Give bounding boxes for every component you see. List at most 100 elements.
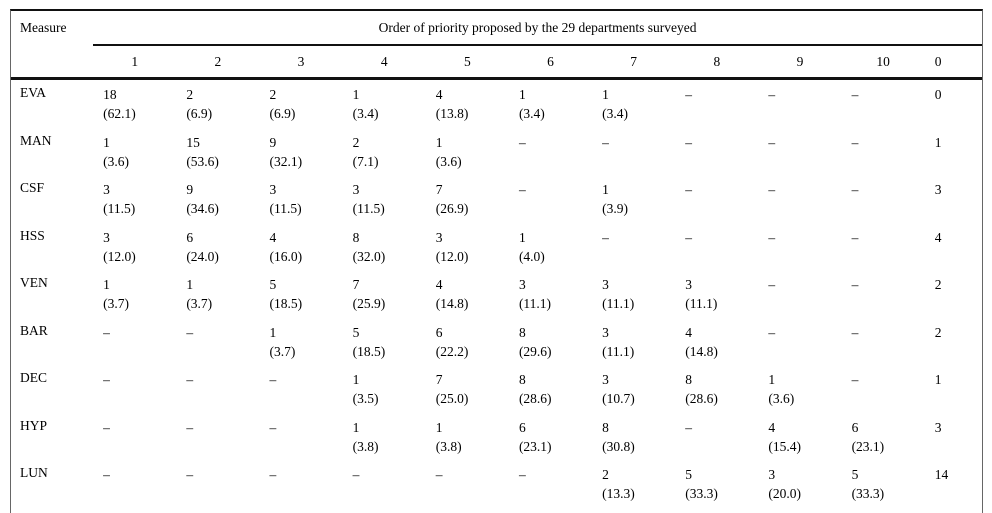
cell-percent bbox=[935, 152, 982, 171]
table-cell: 8 (30.8) bbox=[592, 413, 675, 461]
cell-percent: (6.9) bbox=[186, 106, 213, 121]
priority-column-header: 0 bbox=[924, 45, 982, 80]
cell-count: 2 bbox=[934, 277, 942, 292]
cell-percent: (6.9) bbox=[269, 106, 296, 121]
cell-percent: (3.6) bbox=[103, 153, 130, 169]
table-cell: – bbox=[758, 270, 841, 318]
table-cell: 2 (7.1) bbox=[343, 128, 426, 176]
cell-count: – bbox=[269, 372, 277, 387]
cell-count: 1 bbox=[352, 419, 360, 435]
cell-count: – bbox=[602, 229, 609, 245]
cell-count: – bbox=[851, 134, 859, 150]
cell-count: 1 bbox=[602, 87, 609, 102]
table-cell: 6 (22.2) bbox=[426, 318, 509, 366]
table-row: COR1(4.5)–2(9.1)–––3(13.6)–3(13.6)13(59.… bbox=[11, 508, 982, 513]
cell-percent bbox=[935, 437, 982, 456]
cell-count: – bbox=[851, 182, 859, 197]
cell-count: 4 bbox=[934, 229, 942, 245]
table-cell: 7 (25.9) bbox=[343, 270, 426, 318]
cell-percent bbox=[768, 104, 841, 123]
table-cell: 4 (14.8) bbox=[675, 318, 758, 366]
table-cell: 5 (33.3) bbox=[842, 460, 925, 508]
cell-percent: (3.5) bbox=[352, 391, 379, 406]
cell-percent bbox=[436, 484, 509, 503]
cell-percent: (62.1) bbox=[103, 106, 136, 121]
priority-column-header: 9 bbox=[758, 45, 842, 80]
cell-count: 3 bbox=[103, 182, 110, 197]
cell-percent: (3.6) bbox=[768, 391, 795, 406]
cell-count: 7 bbox=[352, 277, 360, 292]
table-cell: 1 (3.9) bbox=[592, 175, 675, 223]
table-body: EVA 18 (62.1) 2 (6.9) 2 (6.9) 1 (3.4) 4 (13.8) 1 (3.… bbox=[11, 79, 982, 513]
table-cell: 2 (13.3) bbox=[592, 460, 675, 508]
table-cell: 1(4.5) bbox=[93, 508, 176, 513]
cell-percent bbox=[685, 152, 758, 171]
table-cell: 1 (3.7) bbox=[93, 270, 176, 318]
cell-percent: (10.7) bbox=[602, 391, 635, 406]
cell-percent bbox=[935, 484, 982, 503]
cell-percent: (3.7) bbox=[269, 343, 296, 359]
cell-count: 3 bbox=[768, 467, 776, 482]
table-cell: – bbox=[176, 460, 259, 508]
cell-percent bbox=[935, 247, 982, 266]
table-cell: – bbox=[93, 365, 176, 413]
table-cell: 1 (3.4) bbox=[509, 79, 592, 128]
cell-count: – bbox=[685, 87, 692, 102]
cell-count: 3 bbox=[602, 324, 609, 340]
measure-label: HYP bbox=[20, 417, 48, 433]
cell-percent: (25.9) bbox=[352, 296, 386, 311]
cell-percent: (32.1) bbox=[269, 153, 303, 169]
cell-percent: (7.1) bbox=[352, 153, 379, 169]
table-cell: 8 (32.0) bbox=[343, 223, 426, 271]
cell-percent: (28.6) bbox=[685, 391, 718, 406]
table-cell: 13(59.1) bbox=[842, 508, 925, 513]
measure-column-header: Measure bbox=[20, 20, 67, 35]
cell-count: 8 bbox=[685, 372, 692, 387]
table-row: EVA 18 (62.1) 2 (6.9) 2 (6.9) 1 (3.4) 4 (13.8) 1 (3.… bbox=[11, 79, 982, 128]
table-cell: 8 (28.6) bbox=[509, 365, 592, 413]
table-cell: – bbox=[675, 175, 758, 223]
cell-percent: (30.8) bbox=[602, 438, 635, 454]
cell-count: 3 bbox=[435, 229, 443, 245]
cell-percent bbox=[269, 437, 342, 456]
table-cell: 6 (23.1) bbox=[842, 413, 925, 461]
cell-count: 1 bbox=[103, 277, 110, 292]
cell-count: – bbox=[269, 467, 277, 482]
cell-count: – bbox=[186, 467, 194, 482]
table-cell: – bbox=[93, 413, 176, 461]
cell-percent bbox=[852, 342, 925, 361]
cell-count: – bbox=[768, 229, 776, 245]
measure-label: EVA bbox=[20, 85, 47, 100]
table-cell: – bbox=[509, 508, 592, 513]
cell-percent bbox=[186, 484, 259, 503]
measures-priority-table: Measure Order of priority proposed by th… bbox=[11, 11, 982, 513]
cell-count: 6 bbox=[186, 229, 194, 245]
cell-percent: (12.0) bbox=[103, 248, 136, 264]
cell-percent bbox=[685, 247, 758, 266]
table-cell: – bbox=[675, 413, 758, 461]
priority-column-header: 8 bbox=[675, 45, 759, 80]
table-cell: – bbox=[842, 270, 925, 318]
cell-count: – bbox=[851, 277, 859, 292]
cell-count: – bbox=[851, 372, 859, 387]
cell-count: – bbox=[768, 134, 776, 150]
table-cell: 4 bbox=[925, 223, 982, 271]
cell-count: 2 bbox=[934, 324, 942, 340]
table-cell: 9 (32.1) bbox=[259, 128, 342, 176]
table-cell: 5 (33.3) bbox=[675, 460, 758, 508]
table-cell: – bbox=[842, 175, 925, 223]
cell-count: 5 bbox=[685, 467, 692, 482]
table-cell: – bbox=[842, 365, 925, 413]
table-cell: – bbox=[426, 508, 509, 513]
priority-column-header: 1 bbox=[93, 45, 177, 80]
table-row: MAN 1 (3.6) 15 (53.6) 9 (32.1) 2 (7.1) 1 (3.6) – – – –… bbox=[11, 128, 982, 176]
cell-count: 2 bbox=[269, 87, 277, 102]
table-cell: 1 (3.6) bbox=[758, 365, 841, 413]
priority-column-header: 2 bbox=[176, 45, 260, 80]
table-cell: – bbox=[93, 460, 176, 508]
table-cell: 15 (53.6) bbox=[176, 128, 259, 176]
cell-percent: (3.4) bbox=[352, 106, 379, 121]
cell-count: – bbox=[518, 134, 526, 150]
cell-count: 2 bbox=[186, 87, 194, 102]
cell-percent bbox=[602, 247, 675, 266]
